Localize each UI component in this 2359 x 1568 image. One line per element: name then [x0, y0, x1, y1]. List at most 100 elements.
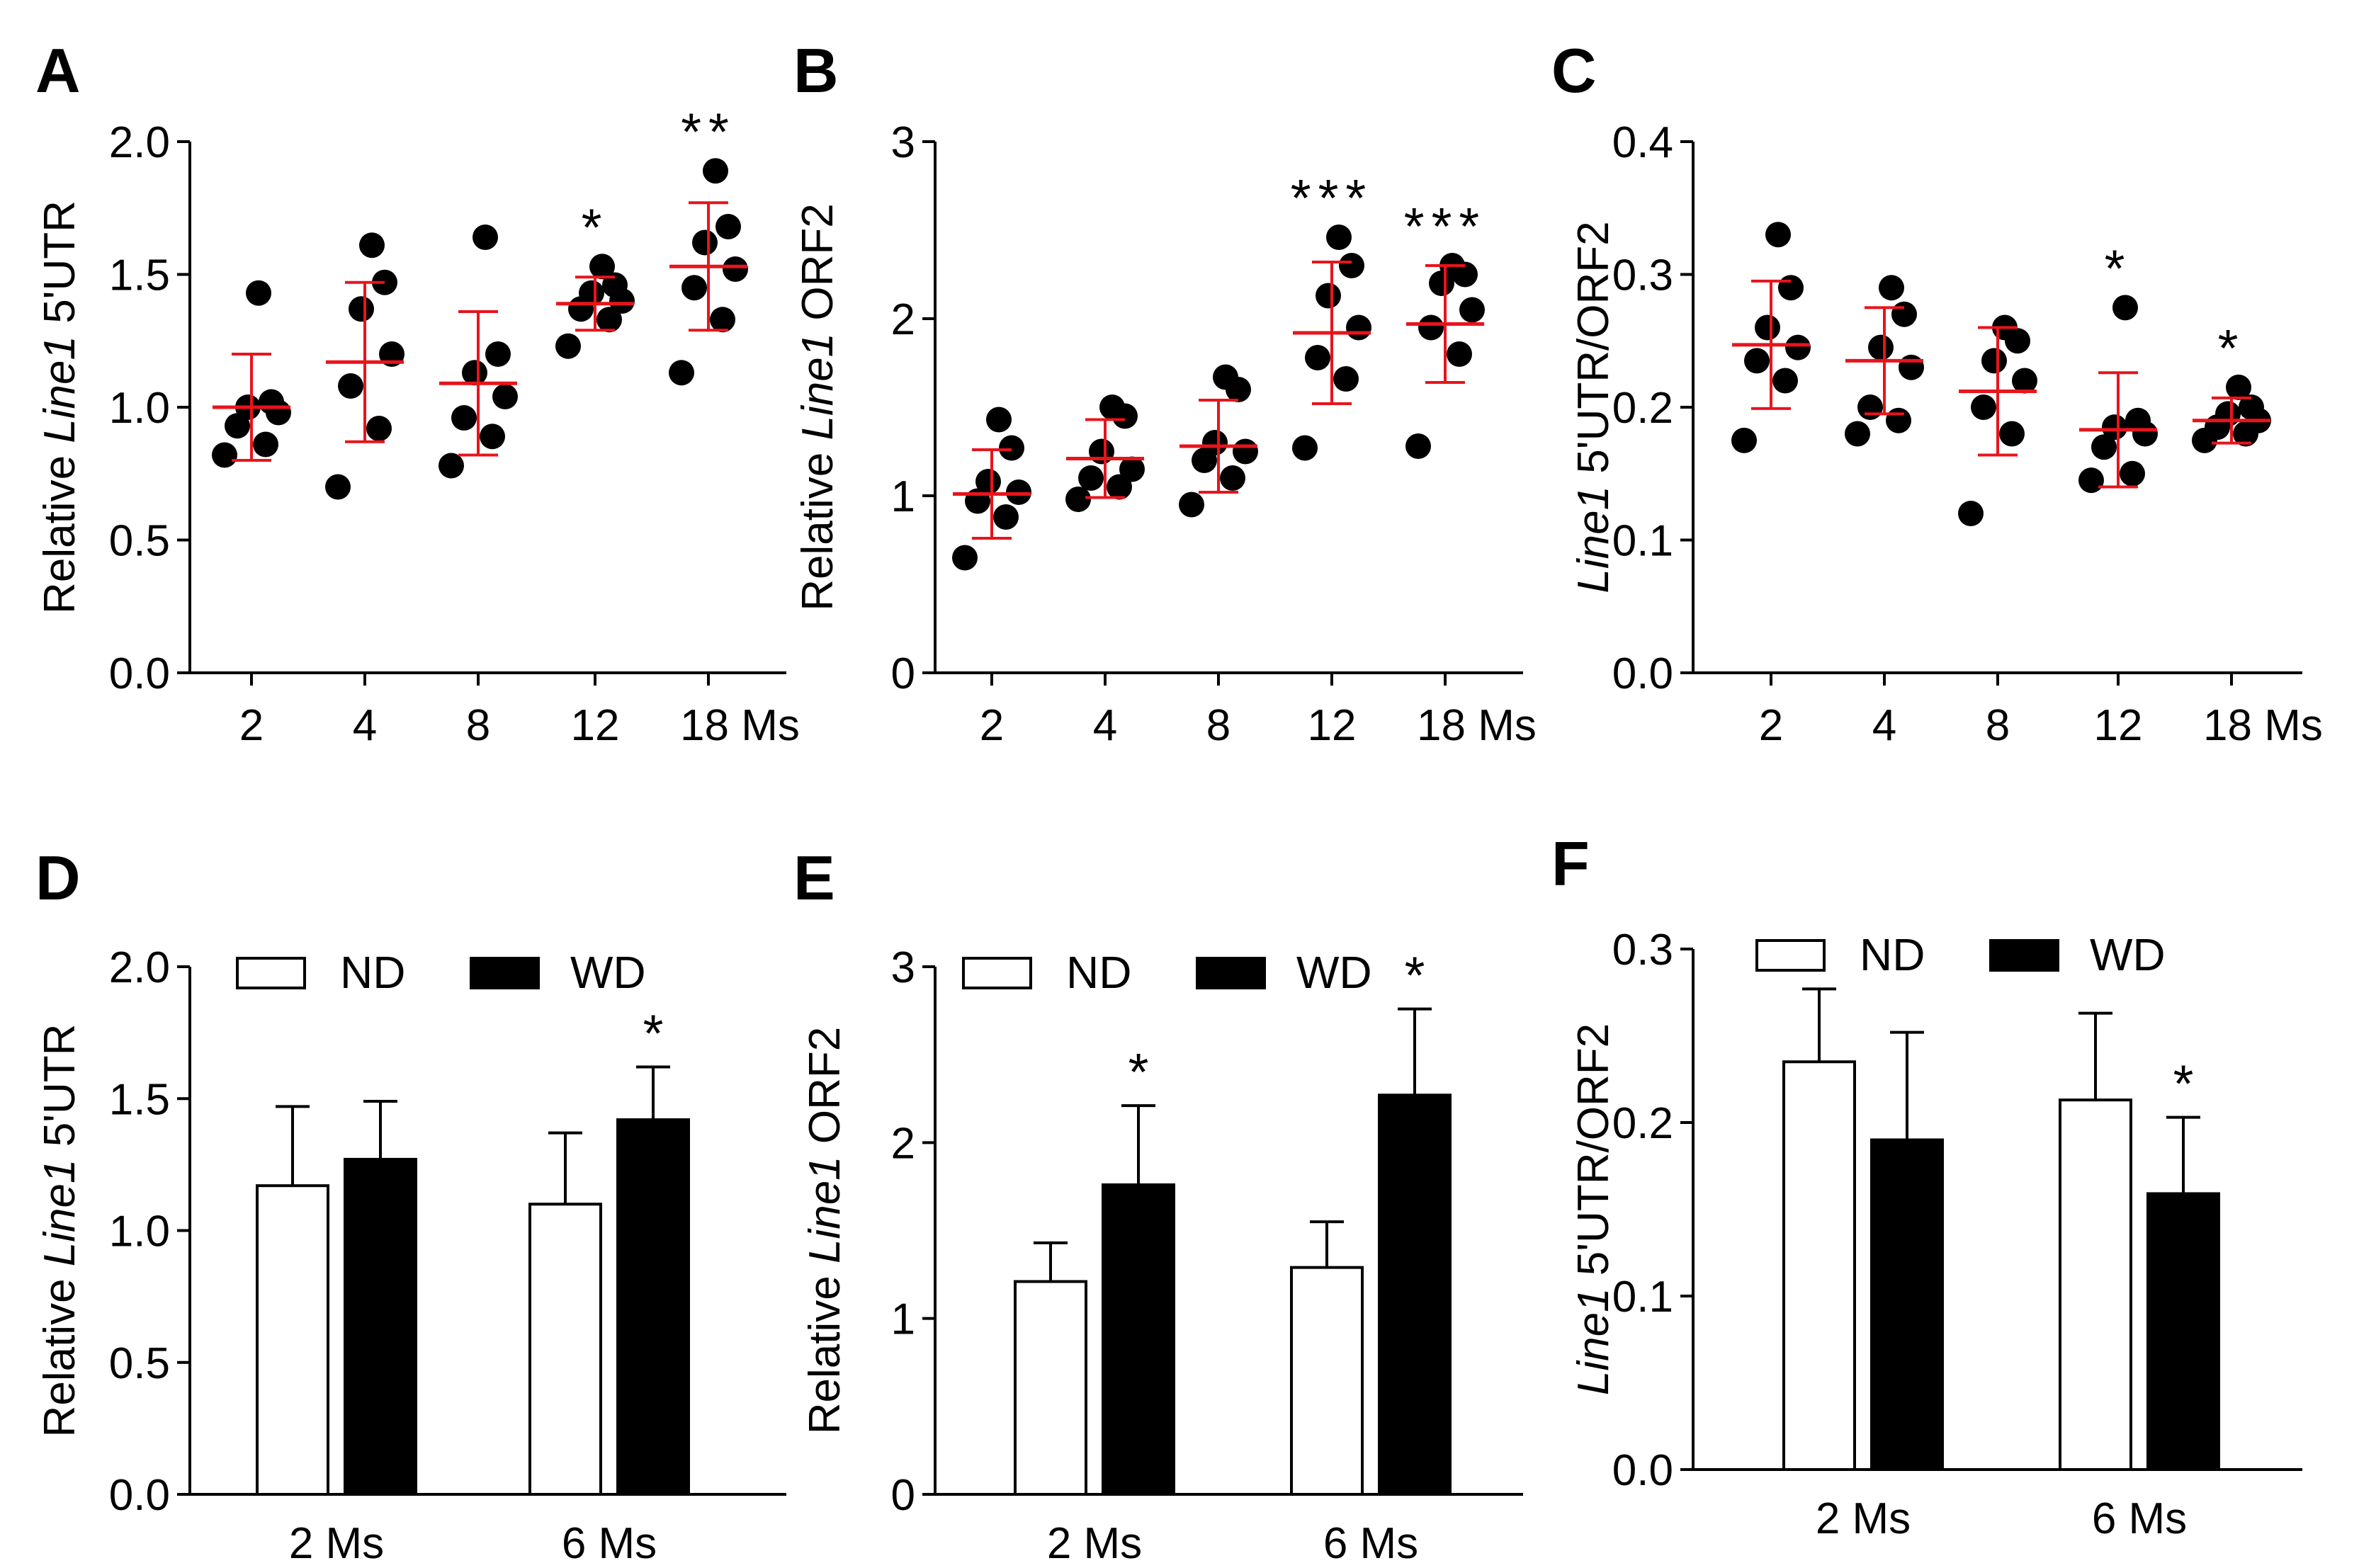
panel-a: A 0.0 0.5 1.0 1.5 2.0 Relative Line1 5'UTR 2 4 8 1…: [35, 35, 800, 750]
data-point: [1292, 435, 1318, 461]
bar-nd: [528, 1203, 602, 1496]
data-point: [338, 373, 363, 399]
data-point: [1765, 222, 1791, 248]
y-tick-label: 0.0: [109, 1471, 170, 1520]
data-point: [366, 416, 392, 441]
y-label-gene: Line1: [801, 1156, 849, 1263]
x-tick-label: 18 Ms: [2203, 701, 2323, 750]
data-point: [1891, 301, 1917, 327]
legend-swatch-nd: [1755, 939, 1826, 972]
panel-label: C: [1551, 35, 1597, 106]
y-tick-label: 0.2: [1612, 1099, 1673, 1148]
data-point: [1316, 283, 1341, 309]
y-tick-label: 0.0: [1612, 1446, 1673, 1495]
y-label-part: Relative: [793, 441, 842, 611]
x-tick-label: 8: [466, 701, 490, 750]
y-label-gene: Line1: [35, 336, 84, 443]
data-point: [710, 307, 735, 333]
significance-mark: *: [2105, 239, 2132, 297]
data-point: [2239, 394, 2264, 420]
y-label-part: Relative: [35, 1266, 84, 1437]
data-point: [359, 232, 385, 259]
x-tick-label: 4: [353, 701, 377, 750]
y-label-gene: Line1: [793, 333, 842, 441]
legend-label-wd: WD: [1296, 947, 1372, 998]
data-point: [1857, 394, 1883, 420]
data-point: [1220, 465, 1245, 491]
y-axis-label: Relative Line1 ORF2: [801, 1027, 849, 1435]
legend-swatch-wd: [1989, 939, 2059, 972]
y-tick-label: 2.0: [109, 943, 170, 992]
data-point: [1346, 314, 1371, 341]
panel-label: A: [35, 35, 81, 106]
data-point: [1447, 341, 1472, 367]
data-point: [1089, 438, 1114, 465]
y-label-part: ORF2: [801, 1027, 849, 1157]
data-point: [473, 225, 498, 250]
data-point: [2226, 374, 2251, 400]
data-point: [2078, 467, 2104, 494]
data-point: [1213, 364, 1238, 390]
y-tick-label: 0: [891, 1471, 915, 1520]
data-point: [1333, 366, 1359, 392]
data-point: [480, 424, 505, 450]
data-point: [1971, 394, 1996, 420]
y-tick-label: 1.5: [109, 1075, 170, 1124]
y-tick-label: 1.0: [109, 384, 170, 433]
y-label-part: 5'UTR: [35, 200, 84, 336]
x-tick-label: 18 Ms: [680, 701, 800, 750]
data-point: [1065, 487, 1091, 512]
x-tick-label: 12: [2094, 701, 2143, 750]
data-point: [1886, 407, 1911, 433]
data-point: [259, 389, 284, 415]
data-point: [703, 158, 728, 184]
bar-wd: [1378, 1093, 1452, 1496]
y-tick-label: 0.1: [1612, 517, 1673, 566]
data-point: [349, 296, 374, 322]
y-axis-label: Relative Line1 5'UTR: [35, 200, 84, 614]
data-point: [2125, 407, 2151, 433]
y-label-part: ORF2: [793, 203, 842, 333]
x-tick-label: 2 Ms: [1047, 1519, 1142, 1568]
y-tick-label: 2: [891, 295, 915, 344]
data-point: [1755, 314, 1780, 341]
data-point: [2091, 434, 2117, 460]
data-point: [2112, 295, 2138, 321]
significance-mark: *: [643, 1004, 664, 1063]
y-tick-label: 0.3: [1612, 926, 1673, 975]
bar-nd: [1782, 1060, 1856, 1471]
data-point: [999, 435, 1024, 461]
data-point: [975, 469, 1001, 494]
significance-mark: *: [1128, 1043, 1149, 1101]
bar-nd: [2059, 1098, 2132, 1471]
bar-wd: [1102, 1183, 1175, 1496]
x-tick-label: 12: [571, 701, 620, 750]
x-tick-label: 2 Ms: [289, 1519, 384, 1568]
data-point: [723, 256, 748, 282]
data-point: [1107, 474, 1132, 500]
y-label-part: 5'UTR: [35, 1024, 84, 1159]
data-point: [1179, 492, 1204, 518]
significance-mark: ***: [1404, 197, 1486, 256]
panel-d: D 0.0 0.5 1.0 1.5 2.0 Relative Line1 5'UTR 2 Ms…: [35, 843, 786, 1568]
y-tick-label: 0: [891, 649, 915, 698]
x-tick-label: 2: [239, 701, 264, 750]
panel-c: C 0.0 0.1 0.2 0.3 0.4 Line1 5'UTR/ORF2 2 4 8 12 * 18…: [1551, 35, 2323, 750]
y-label-gene: Line1: [1569, 486, 1618, 593]
y-tick-label: 0.4: [1612, 118, 1673, 167]
y-tick-label: 0.3: [1612, 251, 1673, 300]
x-tick-label: 8: [1986, 701, 2010, 750]
y-tick-label: 0.2: [1612, 384, 1673, 433]
bar-nd: [1014, 1280, 1087, 1496]
y-tick-label: 1: [891, 1295, 915, 1344]
y-axis-label: Relative Line1 ORF2: [793, 203, 842, 611]
data-point: [1078, 465, 1104, 491]
data-point: [485, 341, 511, 367]
data-point: [715, 214, 741, 239]
y-tick-label: 3: [891, 118, 915, 167]
x-tick-label: 4: [1093, 701, 1117, 750]
data-point: [1845, 421, 1870, 447]
y-tick-label: 1.0: [109, 1208, 170, 1256]
bar-wd: [616, 1118, 690, 1496]
